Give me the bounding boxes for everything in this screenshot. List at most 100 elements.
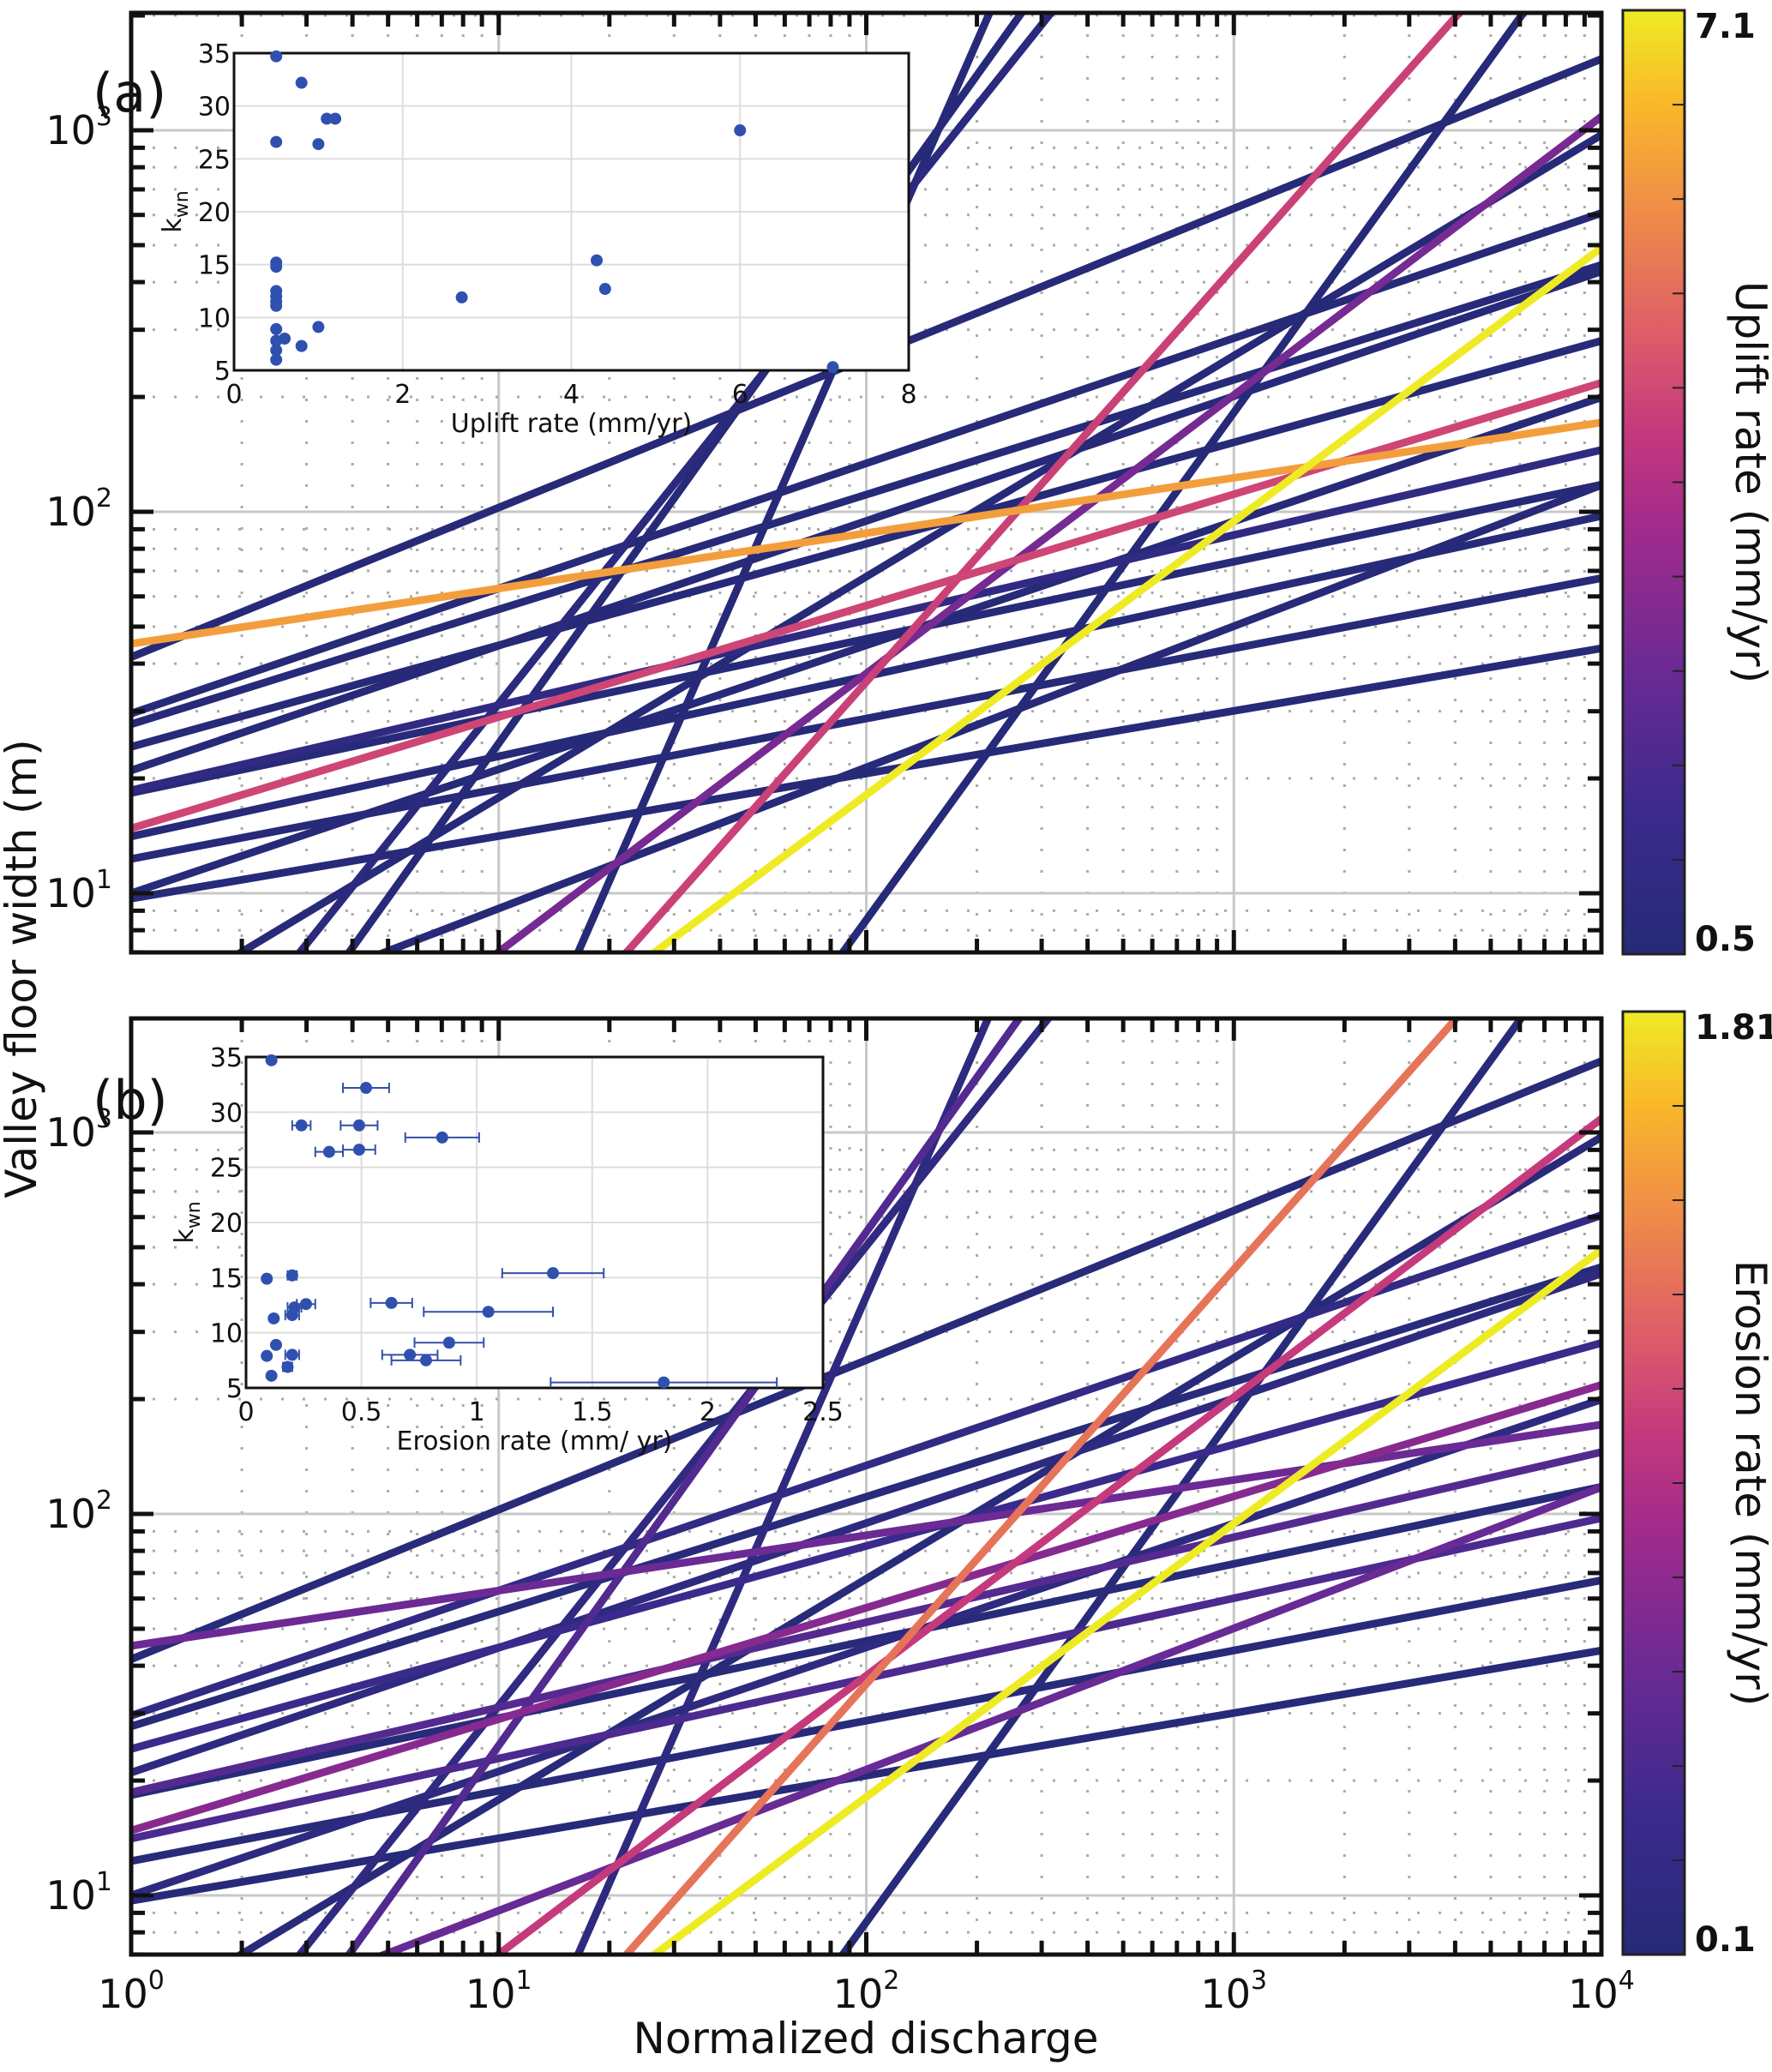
inset-point-17: [442, 1336, 455, 1349]
inset-point-6: [734, 124, 747, 137]
inset-border: [244, 1055, 825, 1390]
inset-border: [232, 51, 910, 372]
inset-point-4: [435, 1131, 448, 1144]
inset-point-21: [270, 344, 283, 357]
inset-x-tick-label: 1.5: [572, 1397, 613, 1427]
inset-point-3: [329, 112, 342, 125]
series-line-11: [131, 393, 1601, 898]
series-line-5: [131, 1270, 1601, 1776]
series-line-8: [131, 481, 1601, 797]
series-line-19: [621, 1018, 1462, 1955]
panel-label: (a): [93, 62, 166, 124]
colorbar-max-label: 7.1: [1695, 7, 1756, 46]
colorbar: 1.81 0.1 Erosion rate (mm/yr): [1621, 1008, 1772, 1960]
inset-point-1: [359, 1082, 372, 1095]
series-line-4: [131, 337, 1601, 751]
inset-point-20: [404, 1348, 417, 1361]
inset-point-9: [591, 254, 604, 267]
colorbar-min-label: 0.1: [1695, 1920, 1756, 1960]
inset-x-tick-label: 2: [700, 1397, 716, 1427]
colorbar-min-label: 0.5: [1695, 920, 1756, 959]
inset-point-18: [261, 1349, 273, 1362]
inset-y-label: kwn: [170, 1201, 205, 1243]
inset-point-21: [419, 1354, 432, 1366]
y-tick-label: 103: [45, 102, 112, 153]
series-line-20: [647, 244, 1601, 952]
colorbar: 7.1 0.5 Uplift rate (mm/yr): [1621, 7, 1772, 959]
colorbar-title: Uplift rate (mm/yr): [1726, 281, 1772, 683]
inset-point-24: [658, 1376, 670, 1389]
series-line-7: [131, 1381, 1601, 1835]
series-line-1: [131, 1211, 1601, 1720]
inset-y-tick-label: 5: [226, 1374, 243, 1404]
inset-y-tick-label: 5: [214, 357, 231, 387]
inset-point-15: [455, 291, 468, 303]
y-tick-label: 103: [45, 1104, 112, 1156]
inset-y-tick-label: 10: [210, 1319, 243, 1349]
series-line-16: [373, 481, 1601, 952]
x-tick-label: 101: [466, 1966, 532, 2017]
inset-point-5: [312, 138, 325, 151]
inset-point-20: [295, 339, 308, 352]
inset-x-tick-label: 0.5: [341, 1397, 382, 1427]
x-tick-label: 103: [1200, 1966, 1267, 2017]
inset-y-tick-label: 10: [198, 303, 231, 333]
y-axis-title: Valley floor width (m): [0, 739, 46, 1198]
inset-x-tick-label: 8: [900, 380, 916, 410]
inset-point-22: [270, 353, 283, 366]
inset-point-19: [279, 333, 291, 345]
series-line-17: [491, 113, 1601, 952]
inset-x-tick-label: 2.5: [802, 1397, 844, 1427]
inset-point-14: [285, 1309, 298, 1322]
inset-y-tick-label: 25: [210, 1154, 243, 1184]
x-tick-label: 104: [1568, 1966, 1635, 2017]
inset-point-10: [598, 283, 611, 296]
series-line-3: [131, 261, 1601, 729]
inset-x-tick-label: 1: [469, 1397, 485, 1427]
inset-point-6: [352, 1144, 365, 1156]
inset-point-11: [299, 1298, 312, 1311]
series-line-14: [294, 1018, 1054, 1955]
y-tick-label: 102: [45, 1486, 112, 1537]
series-line-20: [647, 1246, 1601, 1955]
inset-point-3: [352, 1119, 365, 1132]
inset-point-16: [269, 1338, 282, 1351]
series-line-11: [131, 1396, 1601, 1900]
inset-point-10: [385, 1296, 398, 1309]
inset-point-0: [265, 1054, 278, 1066]
inset-scatter: 0 0.5 1 1.5 2 2.5 5 10 15 20 25 30 35 Erosion rate (m…: [170, 1043, 844, 1456]
series-line-13: [233, 131, 1601, 952]
inset-y-tick-label: 35: [210, 1043, 243, 1073]
inset-point-22: [281, 1360, 294, 1373]
series-line-6: [131, 1448, 1601, 1797]
inset-y-tick-label: 25: [198, 145, 231, 175]
series-line-18: [574, 1018, 993, 1955]
x-tick-label: 102: [833, 1966, 900, 2017]
inset-x-tick-label: 4: [563, 380, 580, 410]
colorbar-title: Erosion rate (mm/yr): [1726, 1260, 1772, 1707]
panel-label: (b): [93, 1069, 168, 1132]
panel-a: 101 102 103(a) 0 2 4 6 8 5 10 15 20 25 30 35 Uplift rat…: [45, 7, 1772, 959]
inset-point-2: [295, 1119, 308, 1132]
inset-x-label: Erosion rate (mm/ yr): [397, 1426, 673, 1456]
inset-point-4: [270, 135, 283, 148]
inset-scatter: 0 2 4 6 8 5 10 15 20 25 30 35 Uplift rate (mm/yr) kwn: [158, 39, 917, 439]
series-line-17: [491, 1115, 1601, 1955]
inset-point-0: [270, 50, 283, 63]
inset-y-tick-label: 15: [198, 251, 231, 281]
inset-y-label: kwn: [158, 190, 193, 232]
inset-point-23: [826, 361, 839, 374]
inset-x-tick-label: 0: [237, 1397, 254, 1427]
inset-x-label: Uplift rate (mm/yr): [451, 409, 693, 439]
inset-point-17: [312, 321, 325, 333]
inset-y-tick-label: 20: [210, 1209, 243, 1239]
inset-x-tick-label: 6: [732, 380, 748, 410]
series-line-4: [131, 1339, 1601, 1753]
series-line-21: [838, 1018, 1526, 1955]
inset-point-19: [285, 1348, 298, 1361]
series-line-21: [838, 13, 1529, 952]
inset-point-14: [270, 299, 283, 312]
inset-x-tick-label: 2: [394, 380, 411, 410]
